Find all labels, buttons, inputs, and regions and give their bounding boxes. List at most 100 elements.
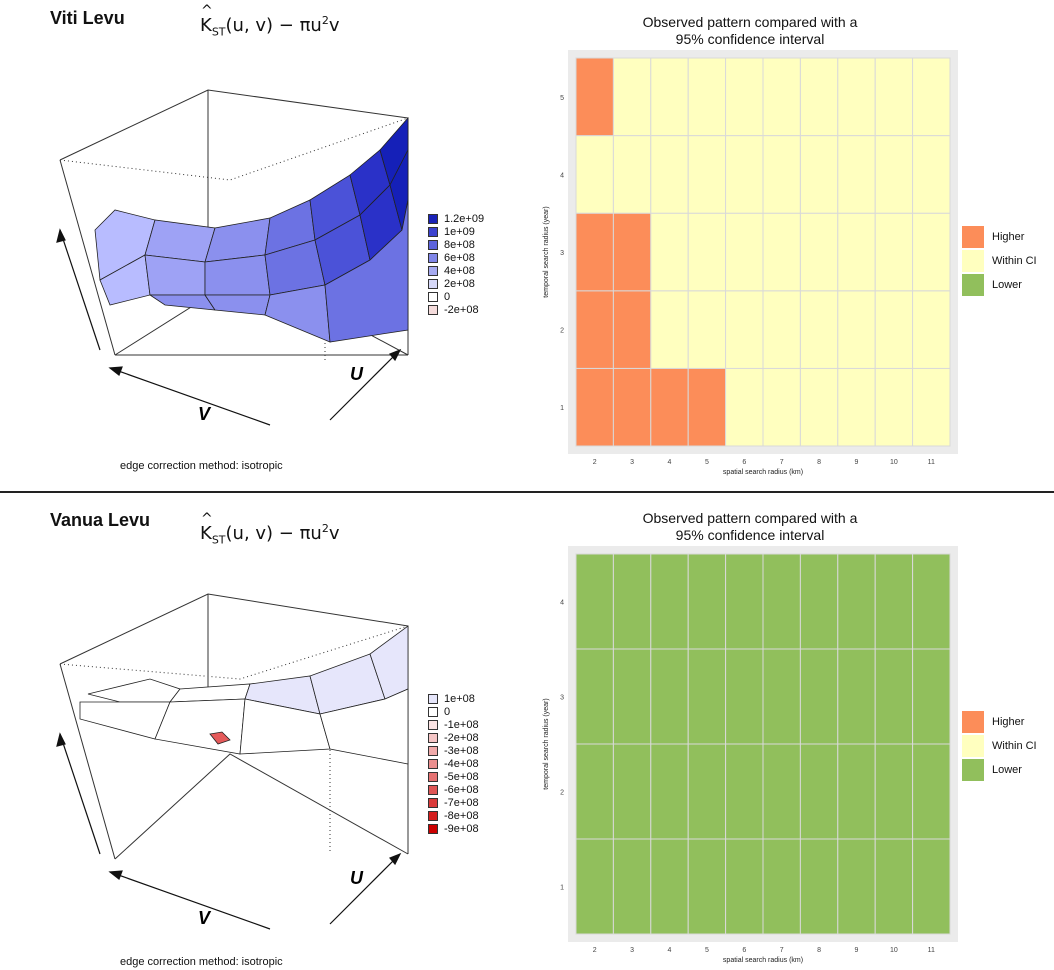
heatmap-title: Observed pattern compared with a 95% conf… [540, 510, 960, 544]
x-tick-label: 8 [817, 947, 821, 954]
legend-swatch [428, 797, 438, 808]
x-tick-label: 7 [780, 459, 784, 466]
k-function-3d-surface: V U [56, 593, 409, 930]
heatmap-cell [612, 212, 652, 292]
legend-swatch [428, 823, 438, 834]
heatmap-cell [912, 743, 951, 840]
heatmap-cell [912, 648, 951, 745]
x-tick-label: 11 [928, 459, 935, 466]
legend-label: -5e+08 [444, 770, 479, 783]
heatmap-cell [575, 57, 614, 137]
legend-item: -4e+08 [428, 757, 479, 770]
heatmap-cell [799, 135, 839, 214]
legend-swatch [428, 213, 438, 224]
heatmap-cell [725, 212, 764, 292]
legend-swatch [428, 239, 438, 250]
formula-subscript: ST [211, 533, 226, 547]
heatmap-cell [799, 57, 839, 137]
island-title: Vanua Levu [50, 510, 151, 530]
legend-label: 0 [444, 705, 451, 718]
legend-swatch [428, 226, 438, 237]
heatmap-cell [762, 743, 801, 840]
legend-label: -2e+08 [444, 731, 479, 744]
legend-item: 6e+08 [428, 251, 484, 264]
x-tick-label: 6 [742, 947, 746, 954]
heatmap-cell [762, 367, 801, 447]
y-tick-label: 1 [560, 405, 564, 412]
heatmap-cell [762, 57, 801, 137]
heatmap-cell [837, 743, 876, 840]
heatmap-cell [837, 838, 876, 935]
x-tick-label: 2 [593, 947, 597, 954]
edge-correction-label: edge correction method: isotropic [120, 460, 283, 472]
x-tick-label: 4 [668, 459, 672, 466]
heatmap-cell [575, 553, 614, 650]
axis-arrows [56, 732, 402, 930]
legend-item: 1e+09 [428, 225, 484, 238]
y-tick-label: 4 [560, 172, 564, 179]
legend-label: -8e+08 [444, 809, 479, 822]
legend-swatch [428, 278, 438, 289]
category-legend: Higher Within CI Lower [962, 225, 1037, 297]
surface-mesh [79, 625, 409, 765]
heatmap-cell [874, 553, 914, 650]
legend-label: 8e+08 [444, 238, 475, 251]
heatmap-cell [874, 838, 914, 935]
heatmap-cell [687, 367, 727, 447]
category-swatch [962, 759, 984, 781]
x-tick-label: 10 [890, 947, 898, 954]
y-tick-label: 2 [560, 790, 564, 797]
legend-swatch [428, 706, 438, 717]
heatmap-title-line: 95% confidence interval [675, 31, 825, 47]
heatmap-title-line: 95% confidence interval [675, 527, 825, 543]
legend-label: -9e+08 [444, 822, 479, 835]
heatmap-cell [612, 648, 652, 745]
heatmap-cell [575, 743, 614, 840]
x-tick-label: 9 [855, 947, 859, 954]
heatmap-cell [837, 367, 876, 447]
y-tick-label: 2 [560, 328, 564, 335]
heatmap-cell [650, 135, 689, 214]
legend-item: 2e+08 [428, 277, 484, 290]
heatmap-cell [612, 743, 652, 840]
category-label: Lower [992, 279, 1022, 291]
heatmap-cell [687, 648, 727, 745]
formula-args: (u, v) − πu [225, 523, 322, 544]
category-swatch [962, 274, 984, 296]
y-tick-label: 3 [560, 695, 564, 702]
x-tick-label: 10 [890, 459, 898, 466]
category-legend-item: Lower [962, 273, 1037, 297]
formula-args: (u, v) − πu [225, 15, 322, 36]
formula-superscript: 2 [321, 14, 329, 27]
legend-swatch [428, 784, 438, 795]
vanua-levu-panel: Vanua Levu KST(u, v) − πu2v [0, 494, 1054, 970]
heatmap-cell [725, 290, 764, 369]
legend-item: 8e+08 [428, 238, 484, 251]
category-legend-item: Lower [962, 758, 1037, 782]
legend-item: -6e+08 [428, 783, 479, 796]
heatmap-cell [762, 838, 801, 935]
legend-label: 6e+08 [444, 251, 475, 264]
legend-swatch [428, 758, 438, 769]
heatmap-cell [650, 367, 689, 447]
category-legend-item: Within CI [962, 249, 1037, 273]
x-tick-label: 3 [630, 947, 634, 954]
heatmap-cell [725, 57, 764, 137]
formula-superscript: 2 [321, 522, 329, 535]
y-axis-label: temporal search radius (year) [543, 206, 550, 297]
k-function-formula: KST(u, v) − πu2v [200, 3, 340, 39]
heatmap-cell [837, 553, 876, 650]
legend-label: 2e+08 [444, 277, 475, 290]
heatmap-cell [874, 212, 914, 292]
heatmap-cell [912, 57, 951, 137]
x-axis-label: spatial search radius (km) [723, 957, 803, 964]
v-axis-label: V [198, 404, 212, 424]
legend-label: -3e+08 [444, 744, 479, 757]
surface-mesh [94, 116, 409, 343]
category-label: Higher [992, 231, 1025, 243]
heatmap-cell [799, 648, 839, 745]
heatmap-cell [575, 212, 614, 292]
heatmap-cell [650, 743, 689, 840]
legend-item: -2e+08 [428, 303, 484, 316]
heatmap-cell [650, 290, 689, 369]
